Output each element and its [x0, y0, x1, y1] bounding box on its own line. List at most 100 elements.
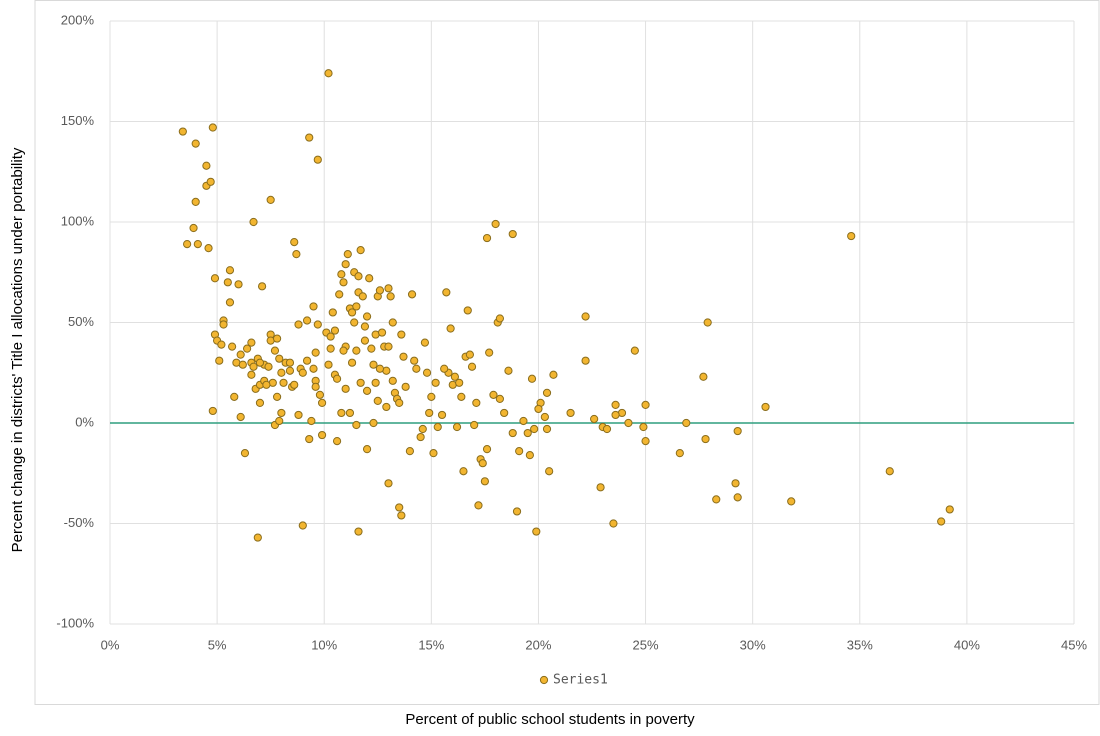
- scatter-point: [412, 364, 421, 373]
- scatter-point: [305, 434, 314, 444]
- scatter-point: [442, 288, 451, 297]
- scatter-point: [596, 483, 605, 492]
- scatter-point: [682, 418, 691, 428]
- scatter-point: [236, 412, 245, 422]
- scatter-point: [317, 398, 327, 407]
- scatter-point: [347, 358, 357, 367]
- scatter-point: [317, 430, 327, 440]
- scatter-point: [489, 390, 498, 399]
- scatter-point: [384, 342, 393, 351]
- scatter-point: [885, 467, 894, 476]
- scatter-point: [309, 302, 318, 311]
- scatter-point: [418, 424, 427, 434]
- scatter-point: [354, 527, 363, 536]
- scatter-point: [761, 402, 770, 412]
- scatter-point: [416, 432, 425, 442]
- scatter-point: [193, 240, 202, 249]
- scatter-point: [624, 418, 633, 428]
- x-tick-label: 35%: [847, 637, 873, 652]
- scatter-point: [422, 368, 432, 377]
- scatter-point: [324, 360, 333, 369]
- scatter-point: [294, 410, 303, 420]
- scatter-point: [371, 378, 380, 387]
- scatter-point: [225, 298, 235, 307]
- scatter-point: [362, 386, 372, 395]
- scatter-point: [275, 354, 284, 363]
- x-tick-label: 20%: [525, 637, 551, 652]
- scatter-point: [326, 344, 335, 353]
- scatter-point: [467, 362, 477, 371]
- scatter-point: [540, 412, 549, 422]
- scatter-point: [446, 324, 455, 333]
- scatter-point: [534, 404, 543, 414]
- scatter-point: [500, 408, 509, 418]
- scatter-point: [262, 380, 271, 389]
- scatter-point: [397, 511, 406, 520]
- scatter-point: [219, 320, 228, 329]
- scatter-point: [482, 233, 492, 243]
- scatter-point: [495, 314, 504, 323]
- scatter-point: [202, 161, 211, 170]
- scatter-point: [328, 308, 337, 317]
- scatter-point: [602, 424, 612, 434]
- scatter-point: [405, 447, 415, 456]
- scatter-point: [369, 360, 378, 369]
- x-tick-label: 45%: [1061, 637, 1087, 652]
- scatter-point: [459, 467, 468, 476]
- scatter-point: [279, 378, 288, 387]
- scatter-point: [339, 346, 348, 355]
- scatter-point: [360, 322, 370, 331]
- scatter-point: [712, 495, 721, 504]
- scatter-point: [382, 402, 391, 412]
- scatter-point: [699, 372, 708, 381]
- scatter-point: [425, 408, 434, 418]
- scatter-point: [375, 364, 385, 373]
- scatter-point: [294, 320, 303, 329]
- scatter-point: [217, 340, 226, 349]
- scatter-point: [247, 338, 256, 347]
- scatter-point: [373, 396, 382, 405]
- scatter-point: [407, 290, 417, 299]
- scatter-point: [264, 362, 273, 371]
- scatter-point: [266, 195, 275, 204]
- scatter-point: [480, 477, 489, 486]
- scatter-point: [302, 356, 312, 365]
- scatter-point: [457, 392, 466, 401]
- scatter-point: [504, 366, 513, 375]
- scatter-point: [337, 408, 346, 418]
- scatter-point: [397, 330, 406, 339]
- scatter-point: [427, 392, 436, 401]
- scatter-point: [611, 400, 620, 410]
- scatter-point: [455, 378, 464, 387]
- scatter-point: [787, 497, 796, 506]
- scatter-point: [311, 348, 320, 357]
- scatter-point: [470, 420, 479, 430]
- scatter-point: [703, 318, 712, 327]
- scatter-point: [362, 445, 372, 454]
- scatter-point: [515, 447, 524, 456]
- scatter-point: [290, 238, 299, 247]
- scatter-point: [223, 278, 232, 287]
- scatter-point: [311, 382, 320, 391]
- scatter-point: [277, 368, 286, 377]
- scatter-point: [384, 284, 393, 293]
- scatter-point: [369, 418, 378, 428]
- scatter-point: [335, 290, 344, 299]
- scatter-point: [206, 177, 215, 186]
- scatter-point: [343, 250, 352, 259]
- scatter-point: [253, 533, 262, 542]
- scatter-point: [519, 416, 528, 426]
- scatter-point: [377, 328, 387, 337]
- scatter-point: [491, 219, 500, 229]
- scatter-point: [298, 368, 307, 377]
- scatter-point: [240, 449, 250, 458]
- scatter-point: [375, 286, 385, 295]
- scatter-point: [249, 362, 258, 371]
- scatter-point: [352, 420, 361, 430]
- scatter-point: [247, 370, 256, 379]
- scatter-point: [315, 390, 325, 399]
- scatter-point: [630, 346, 639, 355]
- scatter-point: [485, 348, 494, 357]
- scatter-point: [285, 366, 295, 375]
- y-tick-label: -100%: [56, 615, 94, 630]
